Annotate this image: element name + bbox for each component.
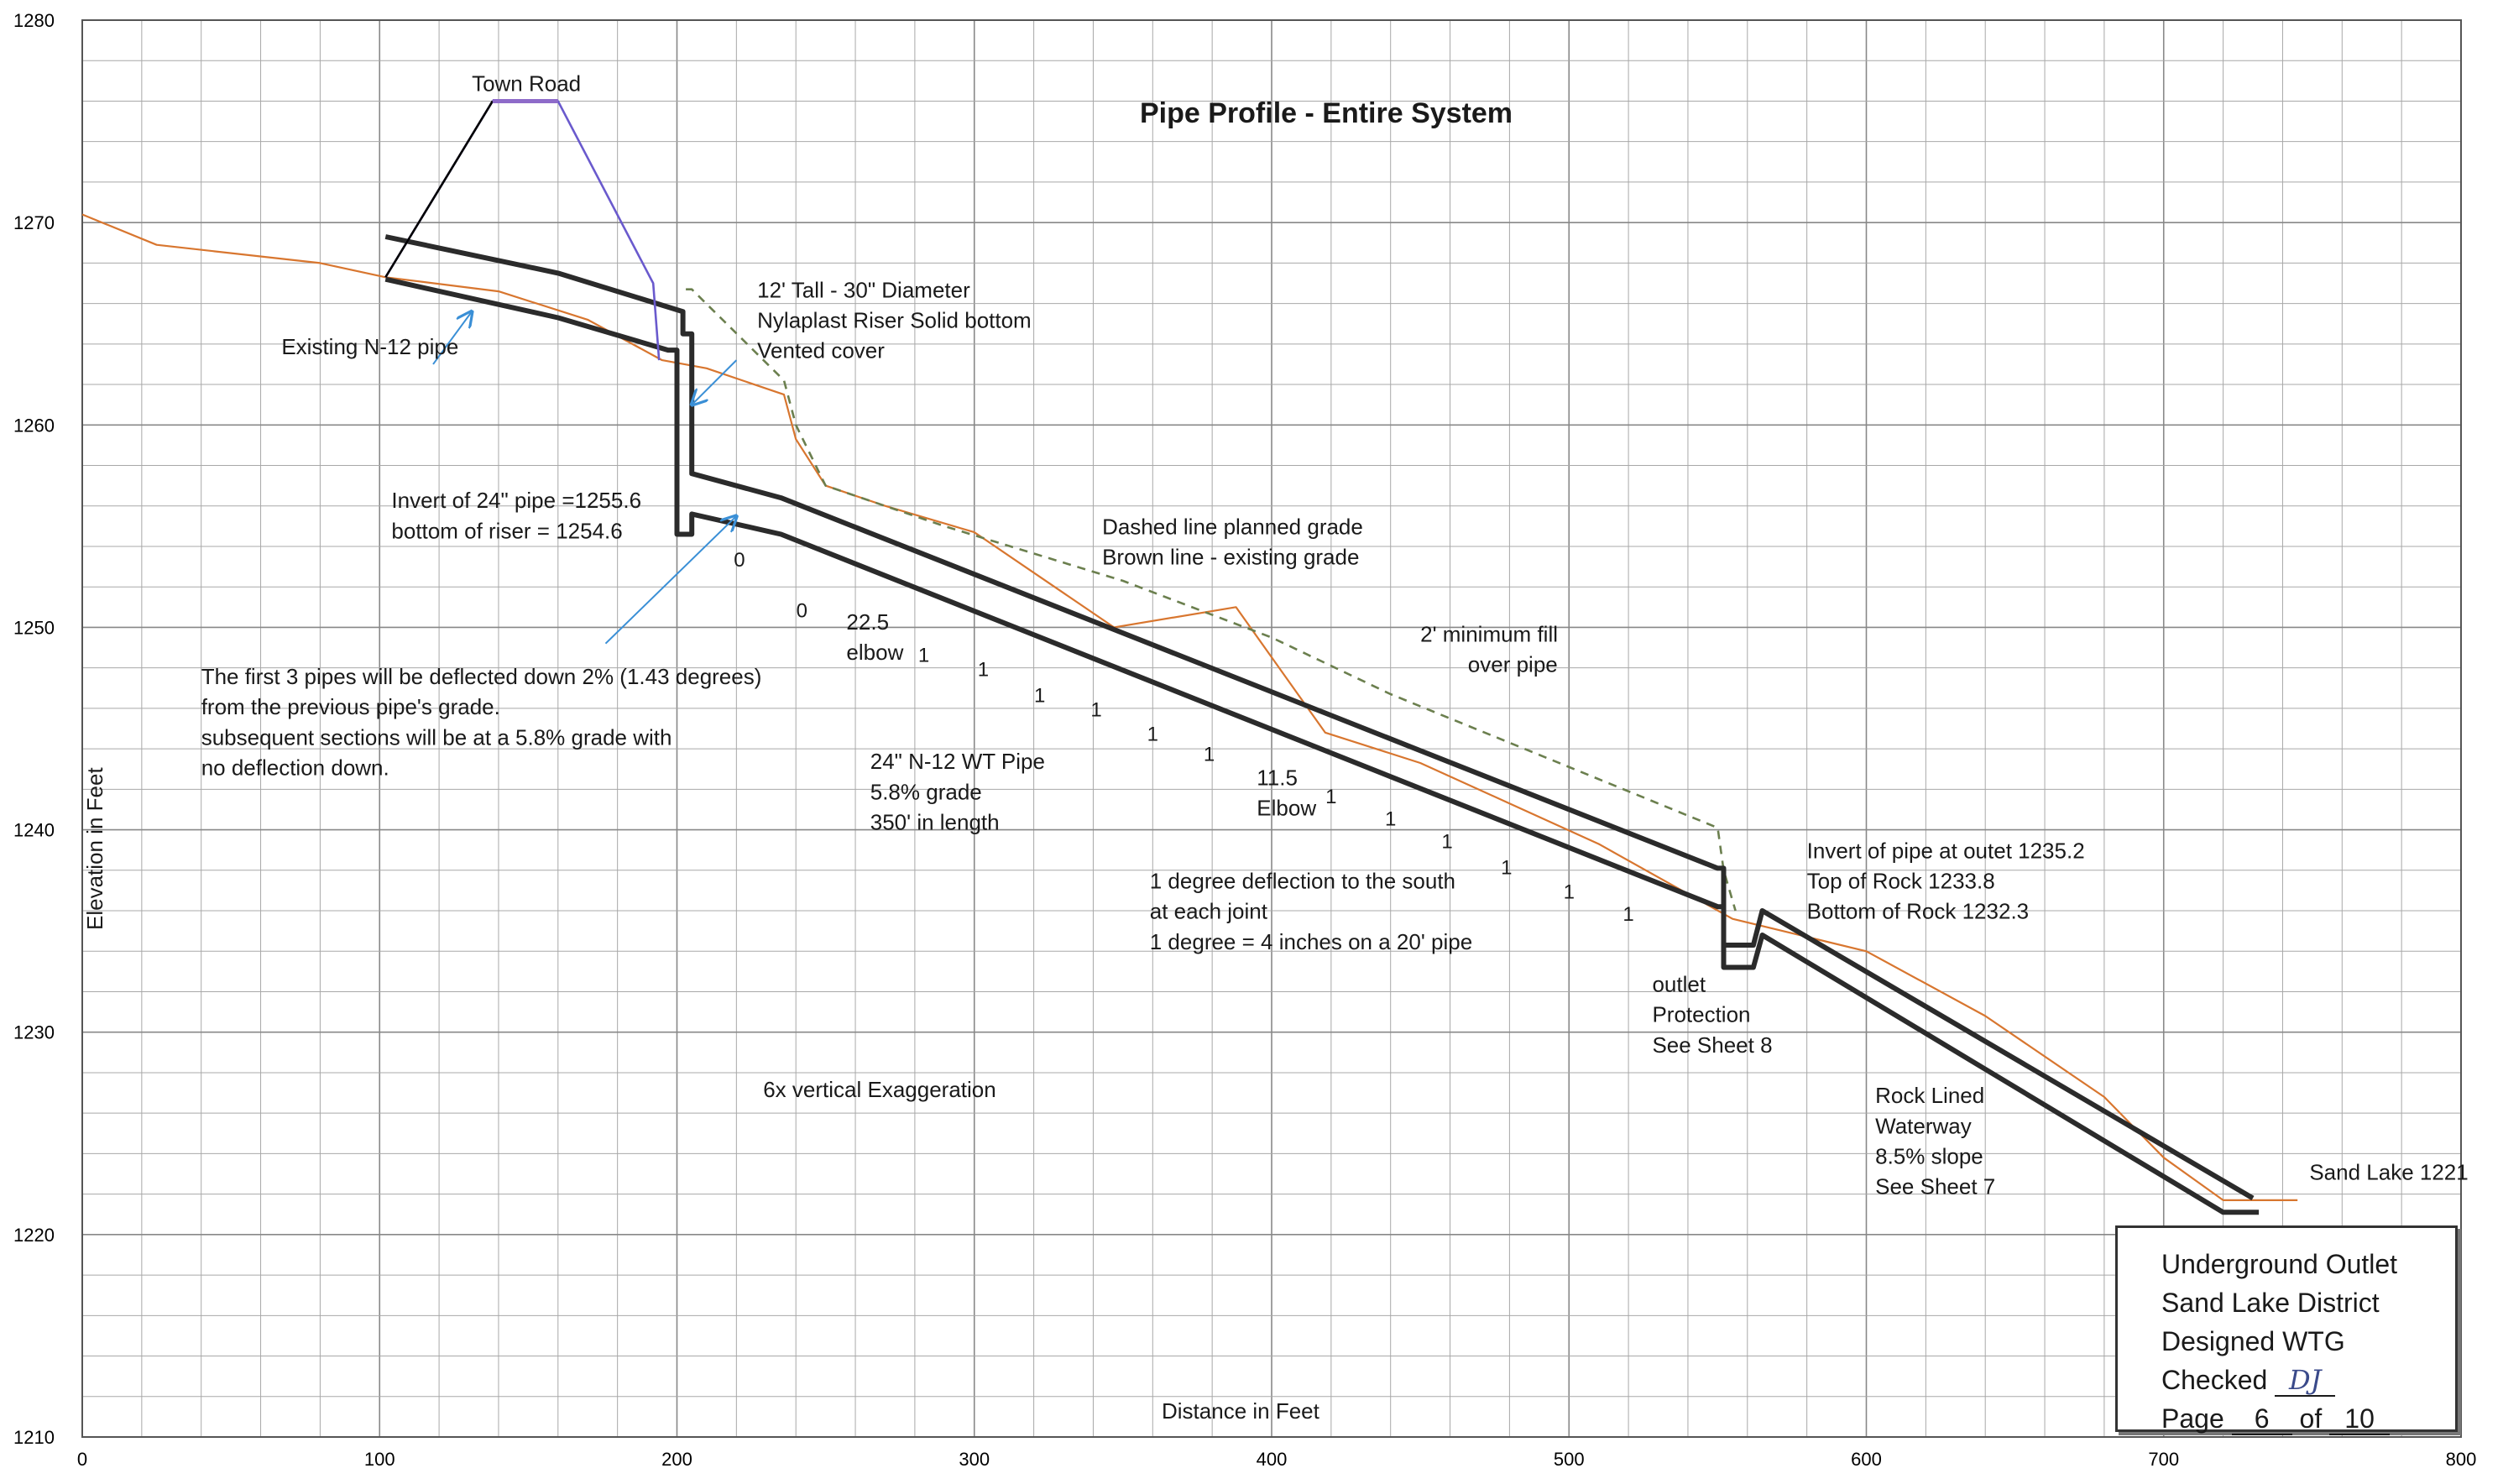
joint-deflection-label: 1: [1090, 699, 1101, 722]
deflection-note-line4: no deflection down.: [201, 755, 389, 780]
page-label: Page: [2161, 1403, 2224, 1434]
joint-deflection-label: 1: [1204, 744, 1215, 766]
y-tick-label: 1240: [13, 820, 55, 841]
joint-deflection-label: 0: [734, 549, 745, 572]
waterway-label-line2: Waterway: [1875, 1113, 1972, 1138]
planned-grade-line: [686, 288, 1737, 912]
x-tick-label: 600: [1851, 1449, 1882, 1470]
outlet-protection-line3: See Sheet 8: [1652, 1032, 1772, 1058]
waterway-label-line1: Rock Lined: [1875, 1083, 1984, 1108]
joint-deflection-label: 1: [1564, 881, 1575, 904]
x-tick-label: 300: [959, 1449, 990, 1470]
joint-deflection-label: 1: [1147, 723, 1158, 745]
deflection-note-line3: subsequent sections will be at a 5.8% gr…: [201, 724, 672, 750]
y-tick-label: 1210: [13, 1427, 55, 1448]
outlet-invert-label: Invert of pipe at outet 1235.2: [1807, 838, 2085, 863]
arrow-to-existing-pipe: [432, 311, 472, 365]
annotations-layer: Town Road Existing N-12 pipe 12' Tall - 30…: [201, 71, 2469, 1199]
south-deflection-line1: 1 degree deflection to the south: [1150, 869, 1455, 894]
chart-title: Pipe Profile - Entire System: [1140, 97, 1513, 129]
outlet-protection-line1: outlet: [1652, 971, 1706, 996]
x-tick-label: 100: [364, 1449, 395, 1470]
legend-note-brown: Brown line - existing grade: [1102, 545, 1359, 570]
checked-initials: DJ: [2275, 1365, 2336, 1397]
existing-grade-line: [81, 213, 2298, 1202]
joint-deflection-label: 0: [797, 599, 807, 622]
page-number: 6: [2231, 1403, 2292, 1435]
sand-lake-label: Sand Lake 1221: [2309, 1160, 2468, 1185]
x-tick-label: 0: [77, 1449, 87, 1470]
joint-deflection-label: 1: [918, 644, 929, 666]
deflection-note-line1: The first 3 pipes will be deflected down…: [201, 664, 762, 689]
top-rock-label: Top of Rock 1233.8: [1807, 869, 1995, 894]
waterway-label-line3: 8.5% slope: [1875, 1143, 1983, 1168]
title-block-project: Underground Outlet: [2161, 1249, 2398, 1279]
grid: [81, 19, 2462, 1438]
y-tick-label: 1230: [13, 1022, 55, 1043]
joint-deflection-label: 1: [1385, 808, 1396, 831]
page-total: 10: [2329, 1403, 2391, 1435]
x-tick-label: 500: [1554, 1449, 1585, 1470]
pipe-crown-line: [384, 234, 2255, 1201]
x-tick-label: 700: [2148, 1449, 2179, 1470]
x-tick-label: 200: [661, 1449, 692, 1470]
riser-label-line1: 12' Tall - 30" Diameter: [757, 277, 970, 302]
checked-label: Checked: [2161, 1365, 2268, 1395]
invert-label-line1: Invert of 24" pipe =1255.6: [391, 488, 641, 513]
town-road-label: Town Road: [472, 71, 581, 96]
south-deflection-line2: at each joint: [1150, 899, 1268, 924]
y-tick-label: 1220: [13, 1225, 55, 1246]
joint-deflection-label: 1: [1441, 830, 1452, 853]
title-block-page: Page 6 of 10: [2161, 1399, 2455, 1438]
title-block: Underground Outlet Sand Lake District De…: [2115, 1225, 2458, 1435]
x-tick-label: 400: [1257, 1449, 1288, 1470]
y-tick-label: 1260: [13, 415, 55, 436]
arrow-to-riser: [692, 359, 738, 405]
town-road-west-slope: [384, 100, 494, 278]
title-block-checked: Checked DJ: [2161, 1361, 2455, 1399]
y-tick-label: 1270: [13, 212, 55, 233]
joint-deflection-label: 1: [978, 658, 989, 681]
south-deflection-line3: 1 degree = 4 inches on a 20' pipe: [1150, 929, 1472, 954]
y-axis-title: Elevation in Feet: [82, 767, 107, 930]
y-tick-label: 1250: [13, 617, 55, 638]
elbow-11-label-line1: 11.5: [1257, 766, 1298, 791]
axes: 0 100 200 300 400 500 600 700 800121012201230124…: [13, 10, 2476, 1470]
pipe-spec-line1: 24" N-12 WT Pipe: [870, 749, 1045, 774]
title-block-district: Sand Lake District: [2161, 1288, 2380, 1318]
joint-deflection-label: 1: [1501, 857, 1512, 880]
arrows-layer: [432, 311, 738, 645]
joint-deflection-label: 1: [1623, 903, 1633, 926]
pipe-spec-line3: 350' in length: [870, 810, 1000, 835]
x-axis-title: Distance in Feet: [1162, 1398, 1320, 1424]
joint-deflection-label: 1: [1325, 786, 1336, 808]
riser-label-line3: Vented cover: [757, 338, 885, 363]
arrow-to-invert: [604, 516, 736, 645]
legend-note-dashed: Dashed line planned grade: [1102, 515, 1363, 540]
joint-deflection-label: 1: [1034, 685, 1045, 708]
y-tick-label: 1280: [13, 10, 55, 31]
waterway-label-line4: See Sheet 7: [1875, 1174, 1995, 1199]
min-fill-label-line1: 2' minimum fill: [1420, 621, 1558, 646]
pipe-spec-line2: 5.8% grade: [870, 779, 982, 804]
invert-label-line2: bottom of riser = 1254.6: [391, 518, 622, 543]
elbow-11-label-line2: Elbow: [1257, 796, 1316, 821]
deflection-note-line2: from the previous pipe's grade.: [201, 694, 500, 719]
min-fill-label-line2: over pipe: [1468, 651, 1558, 677]
of-label: of: [2299, 1403, 2323, 1434]
elbow-22-label-line1: 22.5: [846, 609, 889, 635]
title-block-designer: Designed WTG: [2161, 1326, 2345, 1356]
elbow-22-label-line2: elbow: [846, 640, 903, 665]
plot-frame: [81, 19, 2462, 1438]
bottom-rock-label: Bottom of Rock 1232.3: [1807, 899, 2029, 924]
riser-label-line2: Nylaplast Riser Solid bottom: [757, 308, 1032, 333]
x-tick-label: 800: [2446, 1449, 2477, 1470]
exaggeration-note: 6x vertical Exaggeration: [763, 1077, 995, 1102]
existing-pipe-label: Existing N-12 pipe: [281, 334, 458, 359]
outlet-protection-line2: Protection: [1652, 1002, 1750, 1027]
